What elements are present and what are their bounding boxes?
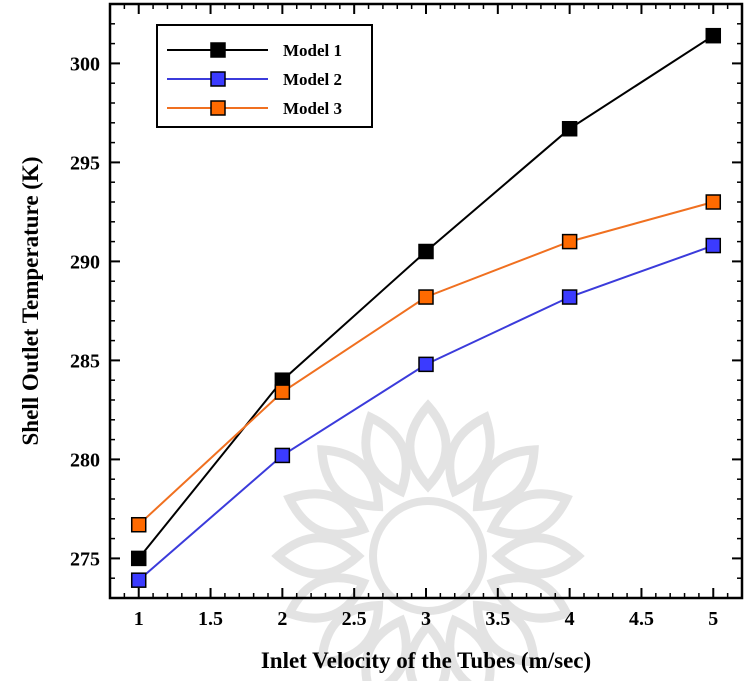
watermark-petal (491, 533, 585, 579)
y-tick-label: 295 (70, 152, 100, 174)
x-tick-label: 3.5 (485, 608, 510, 630)
x-tick-label: 4 (565, 608, 575, 630)
watermark-petal (317, 600, 384, 667)
watermark-petal (405, 619, 451, 681)
data-point-model-1 (561, 120, 578, 137)
watermark-petal (472, 445, 539, 512)
watermark-petal (361, 411, 411, 498)
y-tick-label: 290 (70, 251, 100, 273)
legend-label: Model 3 (283, 99, 342, 118)
data-point-model-3 (418, 289, 434, 305)
y-tick-label: 275 (70, 548, 100, 570)
watermark-petal (445, 614, 495, 681)
watermark-petal (271, 533, 365, 579)
watermark-petal (317, 445, 384, 512)
legend-marker (210, 100, 226, 116)
watermark-petal (283, 573, 370, 623)
legend-item-model-3: Model 3 (167, 99, 342, 118)
data-point-model-3 (274, 384, 291, 400)
data-point-model-3 (705, 194, 722, 210)
x-axis-title: Inlet Velocity of the Tubes (m/sec) (261, 648, 591, 673)
watermark-petal (486, 573, 573, 623)
x-tick-label: 3 (421, 608, 431, 630)
x-axis-ticks: 1 1.5 2 2.5 3 3.5 4 4.5 5 (109, 4, 743, 630)
watermark-petal (445, 411, 495, 498)
y-tick-label: 280 (70, 449, 100, 471)
x-tick-label: 2 (277, 608, 287, 630)
y-tick-label: 300 (70, 53, 100, 75)
legend-marker (210, 71, 226, 87)
legend-item-model-2: Model 2 (167, 70, 342, 89)
x-tick-label: 5 (708, 608, 718, 630)
watermark-petal (405, 399, 451, 493)
data-point-model-2 (418, 356, 434, 373)
watermark-petal (486, 489, 573, 539)
legend-item-model-1: Model 1 (167, 41, 342, 60)
watermark-emblem (271, 399, 585, 681)
x-tick-label: 1.5 (198, 608, 223, 630)
data-point-model-2 (705, 237, 722, 254)
data-point-model-3 (561, 233, 578, 250)
series-model-3 (130, 194, 722, 533)
data-point-model-1 (130, 550, 147, 567)
legend-box (156, 24, 373, 128)
x-tick-label: 1 (134, 608, 144, 630)
y-tick-label: 285 (70, 350, 100, 372)
data-point-model-1 (705, 27, 722, 44)
y-axis-ticks: 275 280 285 290 295 300 (70, 3, 742, 599)
x-tick-label: 4.5 (629, 608, 654, 630)
series-model-2 (130, 237, 722, 588)
data-point-model-3 (130, 516, 147, 533)
data-point-model-1 (418, 243, 434, 260)
data-point-model-2 (274, 447, 291, 464)
y-axis-title: Shell Outlet Temperature (K) (18, 157, 43, 446)
data-point-model-2 (130, 572, 147, 588)
x-tick-label: 2.5 (342, 608, 367, 630)
legend-label: Model 2 (283, 70, 342, 89)
series-model-1 (130, 27, 722, 567)
legend: Model 1 Model 2 Model 3 (156, 24, 373, 128)
watermark-petal (472, 600, 539, 667)
watermark-petal (283, 489, 370, 539)
watermark-petal (361, 614, 411, 681)
legend-label: Model 1 (283, 41, 342, 60)
legend-marker (210, 42, 226, 58)
data-point-model-2 (561, 289, 578, 305)
watermark-ring (369, 497, 487, 615)
series-layer (130, 27, 722, 588)
legend-items: Model 1 Model 2 Model 3 (167, 41, 342, 118)
